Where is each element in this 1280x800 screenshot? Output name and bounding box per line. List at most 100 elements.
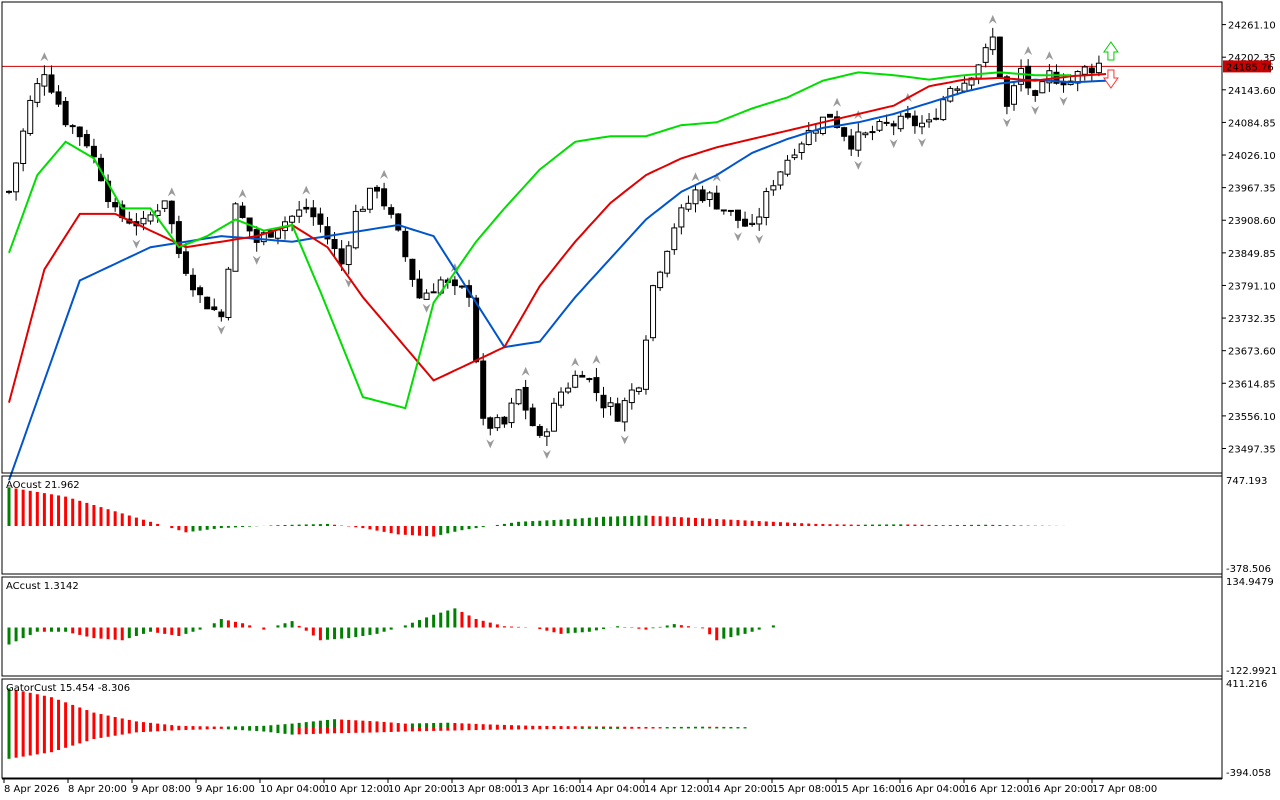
candle[interactable] [989,27,996,55]
candle[interactable] [359,206,366,212]
candle[interactable] [529,403,536,427]
candle[interactable] [27,95,34,136]
candle[interactable] [416,270,423,299]
candle[interactable] [841,126,848,142]
candle[interactable] [699,185,706,203]
candle[interactable] [1010,82,1017,111]
candle[interactable] [657,270,664,291]
candle[interactable] [770,180,777,196]
candle[interactable] [76,126,83,146]
candle[interactable] [515,388,522,406]
candle[interactable] [904,105,911,120]
candle[interactable] [458,285,465,290]
candle[interactable] [819,116,826,136]
candle[interactable] [451,276,458,296]
candle[interactable] [310,200,317,226]
candle[interactable] [331,231,338,257]
candle[interactable] [197,285,204,303]
candle[interactable] [161,200,168,212]
candle[interactable] [501,416,508,428]
candle[interactable] [926,113,933,128]
candle[interactable] [147,211,154,225]
candle[interactable] [848,128,855,156]
candle[interactable] [239,202,246,219]
candle[interactable] [218,309,225,322]
candle[interactable] [982,43,989,68]
candle[interactable] [55,85,62,107]
candle[interactable] [706,190,713,207]
candle[interactable] [565,382,572,395]
candle[interactable] [614,397,621,422]
price-panel[interactable] [2,14,1222,481]
candle[interactable] [168,200,175,234]
candle[interactable] [742,211,749,227]
candle[interactable] [727,209,734,216]
candle[interactable] [586,377,593,383]
candle[interactable] [366,187,373,214]
candle[interactable] [395,213,402,232]
candle[interactable] [940,95,947,122]
candle[interactable] [296,200,303,224]
candle[interactable] [388,204,395,219]
candle[interactable] [579,370,586,378]
candle[interactable] [487,416,494,436]
candle[interactable] [749,214,756,227]
candle[interactable] [246,217,253,239]
candle[interactable] [897,113,904,132]
candle[interactable] [911,110,918,134]
candle[interactable] [543,428,550,447]
candle[interactable] [430,283,437,294]
candle[interactable] [345,241,352,275]
candle[interactable] [423,289,430,300]
candle[interactable] [522,379,529,420]
candle[interactable] [190,268,197,297]
candle[interactable] [473,294,480,364]
candle[interactable] [890,120,897,136]
candle[interactable] [918,115,925,135]
candle[interactable] [572,370,579,389]
candle[interactable] [869,125,876,141]
candle[interactable] [13,162,20,201]
candle[interactable] [225,266,232,321]
candle[interactable] [274,229,281,245]
candle[interactable] [1088,63,1095,82]
candle[interactable] [402,227,409,262]
candle[interactable] [720,209,727,215]
candle[interactable] [303,198,310,214]
candle[interactable] [791,148,798,161]
candle[interactable] [1081,64,1088,81]
candle[interactable] [876,119,883,132]
gator-indicator-panel[interactable] [7,688,747,759]
candle[interactable] [713,185,720,210]
candle[interactable] [664,250,671,278]
candle[interactable] [550,397,557,432]
candle[interactable] [784,155,791,177]
candle[interactable] [317,207,324,233]
candle[interactable] [933,108,940,121]
candle[interactable] [175,215,182,259]
candle[interactable] [826,113,833,118]
candle[interactable] [352,204,359,250]
candle[interactable] [204,296,211,310]
candle[interactable] [621,397,628,432]
candle[interactable] [480,353,487,426]
candle[interactable] [678,204,685,235]
candle[interactable] [69,124,76,134]
candle[interactable] [642,335,649,395]
candle[interactable] [1095,55,1102,77]
candle[interactable] [409,258,416,287]
candle[interactable] [763,187,770,226]
candle[interactable] [812,123,819,142]
candle[interactable] [508,397,515,428]
candle[interactable] [260,230,267,246]
candle[interactable] [685,195,692,212]
candle[interactable] [635,386,642,395]
candle[interactable] [862,131,869,138]
candle[interactable] [671,223,678,255]
candle[interactable] [105,174,112,208]
candle[interactable] [628,383,635,410]
candle[interactable] [607,397,614,416]
candle[interactable] [1018,59,1025,92]
candle[interactable] [62,97,69,128]
candle[interactable] [798,141,805,160]
